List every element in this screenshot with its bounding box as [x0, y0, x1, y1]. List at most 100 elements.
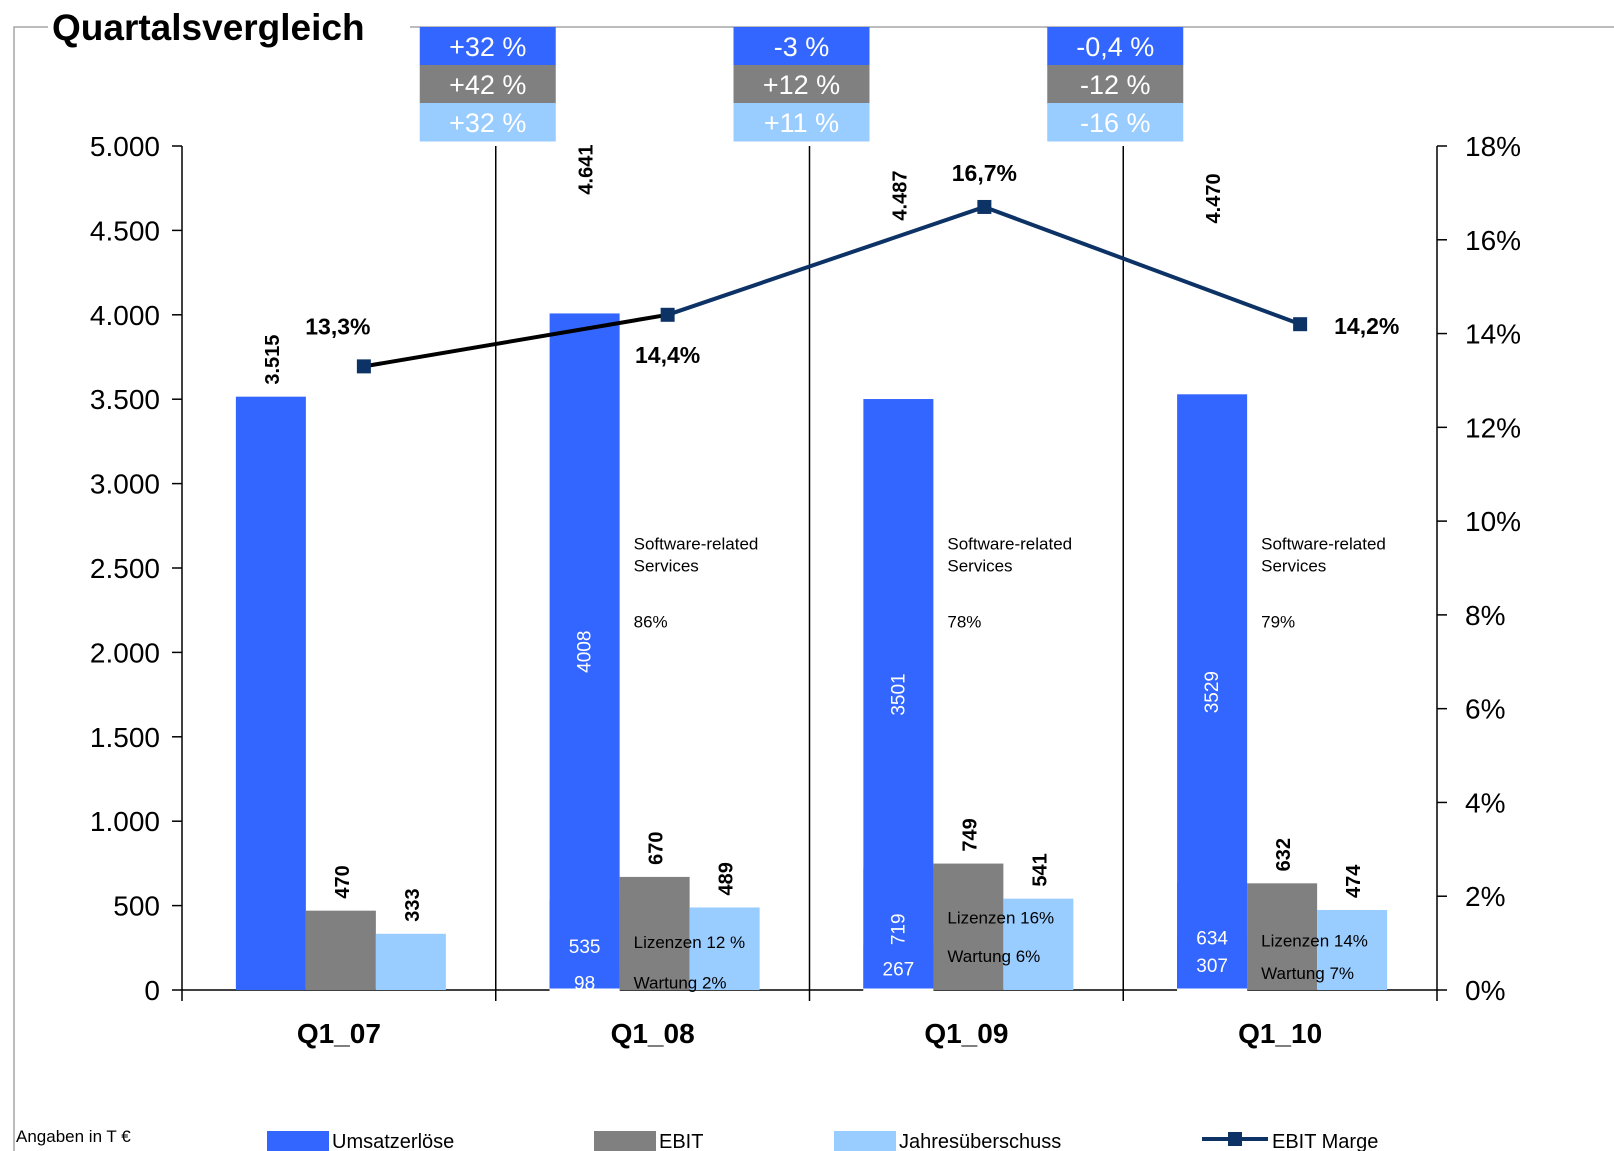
revenue-segment-value: 307	[1196, 956, 1228, 977]
revenue-segment-description: 78%	[947, 613, 981, 632]
margin-line-segment	[666, 205, 986, 317]
margin-value-label: 16,7%	[952, 160, 1017, 186]
right-y-tick-label: 4%	[1465, 787, 1505, 818]
x-category-label: Q1_10	[1238, 1018, 1322, 1049]
ebit-bar	[933, 863, 1004, 990]
right-y-tick-label: 6%	[1465, 694, 1505, 725]
ebit-value-label: 470	[332, 865, 354, 898]
change-box-text: +42 %	[449, 70, 526, 100]
legend-label: Jahresüberschuss	[899, 1131, 1061, 1151]
margin-marker	[1293, 317, 1308, 332]
legend-label: EBIT	[659, 1131, 703, 1151]
change-box-text: -12 %	[1080, 70, 1151, 100]
revenue-bar	[235, 396, 306, 991]
left-y-tick-label: 1.000	[90, 806, 160, 837]
revenue-segment-description: Software-related	[1261, 535, 1386, 554]
revenue-segment-value: 3501	[888, 673, 909, 715]
right-y-tick-label: 10%	[1465, 506, 1521, 537]
left-y-tick-label: 1.500	[90, 722, 160, 753]
revenue-segment-value: 98	[574, 974, 595, 995]
revenue-segment	[549, 313, 620, 990]
ebit-bar	[305, 910, 376, 990]
net-income-bar	[689, 907, 760, 990]
left-y-tick-label: 500	[113, 891, 160, 922]
revenue-segment-description: Lizenzen 12 %	[634, 933, 746, 952]
right-y-tick-label: 0%	[1465, 975, 1505, 1006]
margin-marker	[977, 199, 992, 214]
legend-swatch	[267, 1131, 329, 1151]
left-y-tick-label: 3.500	[90, 384, 160, 415]
legend-label: Umsatzerlöse	[332, 1131, 454, 1151]
ebit-bar	[619, 876, 690, 990]
x-category-label: Q1_07	[297, 1018, 381, 1049]
net-income-bar	[1003, 898, 1074, 990]
revenue-segment	[863, 944, 934, 990]
margin-marker	[356, 359, 371, 374]
margin-value-label: 14,4%	[635, 342, 700, 368]
chart-title: Quartalsvergleich	[52, 7, 365, 48]
ebit-value-label: 749	[959, 818, 981, 851]
revenue-segment-value: 3529	[1202, 671, 1223, 713]
revenue-segment-value: 535	[569, 937, 601, 958]
revenue-segment-description: Software-related	[947, 535, 1072, 554]
net-income-bar	[1317, 909, 1388, 990]
net-income-value-label: 333	[402, 888, 424, 921]
legend-swatch	[594, 1131, 656, 1151]
change-box-text: +12 %	[763, 70, 840, 100]
margin-value-label: 13,3%	[305, 313, 370, 339]
footnote: Angaben in T €	[16, 1127, 131, 1146]
revenue-segment-value: 719	[888, 913, 909, 945]
revenue-segment-value: 4008	[575, 631, 596, 673]
net-income-value-label: 541	[1029, 853, 1051, 886]
right-y-tick-label: 2%	[1465, 881, 1505, 912]
right-y-tick-label: 16%	[1465, 225, 1521, 256]
ebit-value-label: 632	[1273, 838, 1295, 871]
left-y-tick-label: 3.000	[90, 469, 160, 500]
revenue-segment-value: 634	[1196, 928, 1228, 949]
x-category-label: Q1_09	[924, 1018, 1008, 1049]
change-box-text: +32 %	[449, 32, 526, 62]
change-box-cell	[733, 27, 870, 66]
left-y-tick-label: 2.000	[90, 637, 160, 668]
revenue-segment-description: 79%	[1261, 613, 1295, 632]
change-box-cell	[419, 27, 556, 66]
revenue-value-label: 3.515	[262, 335, 284, 385]
change-box-cell	[1047, 65, 1184, 104]
net-income-value-label: 474	[1343, 864, 1365, 898]
change-box-cell	[419, 65, 556, 104]
revenue-segment-description: Services	[1261, 557, 1326, 576]
change-box-text: +11 %	[764, 108, 839, 138]
revenue-segment-description: Lizenzen 16%	[947, 908, 1054, 927]
left-y-tick-label: 0	[144, 975, 160, 1006]
revenue-segment	[1177, 938, 1248, 990]
revenue-segment-description: Services	[947, 557, 1012, 576]
margin-value-label: 14,2%	[1334, 313, 1399, 339]
revenue-segment-description: Services	[634, 557, 699, 576]
change-box-cell	[1047, 103, 1184, 142]
legend-swatch	[834, 1131, 896, 1151]
left-y-tick-label: 2.500	[90, 553, 160, 584]
legend-line-marker	[1228, 1132, 1242, 1146]
change-box-cell	[733, 103, 870, 142]
right-y-tick-label: 18%	[1465, 131, 1521, 162]
net-income-bar	[375, 933, 446, 990]
left-y-tick-label: 5.000	[90, 131, 160, 162]
revenue-segment-description: Wartung 7%	[1261, 964, 1354, 983]
change-box-cell	[733, 65, 870, 104]
chart-frame	[13, 26, 1614, 1151]
margin-line-segment	[363, 312, 668, 369]
revenue-segment-value: 267	[883, 959, 915, 980]
revenue-segment-description: Software-related	[634, 535, 759, 554]
right-y-tick-label: 14%	[1465, 319, 1521, 350]
right-y-tick-label: 8%	[1465, 600, 1505, 631]
revenue-segment	[549, 973, 620, 990]
revenue-segment-description: 86%	[634, 613, 668, 632]
ebit-bar	[1247, 883, 1318, 990]
revenue-segment-description: Wartung 2%	[634, 973, 727, 992]
margin-marker	[660, 307, 675, 322]
revenue-value-label: 4.470	[1203, 173, 1225, 223]
left-y-tick-label: 4.500	[90, 215, 160, 246]
x-category-label: Q1_08	[611, 1018, 695, 1049]
ebit-value-label: 670	[646, 832, 668, 865]
